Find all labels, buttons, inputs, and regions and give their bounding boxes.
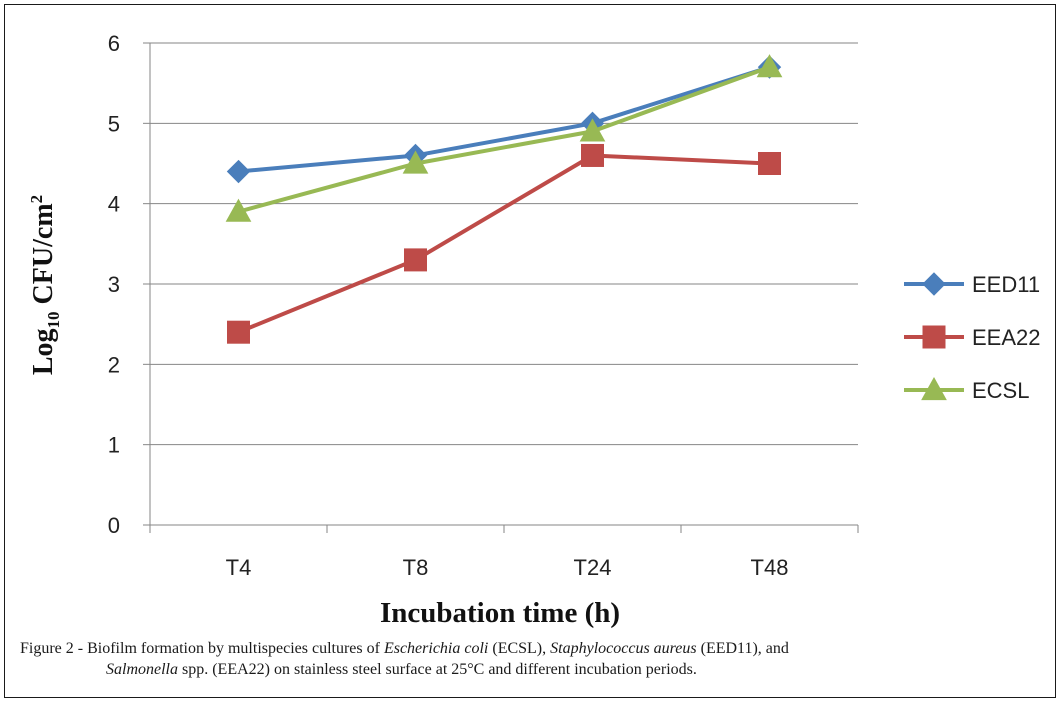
gridlines [150, 42, 858, 446]
data-point [225, 198, 252, 222]
legend-item-eed11: EED11 [904, 272, 1040, 297]
series-eed11 [226, 55, 782, 184]
axes [143, 42, 859, 533]
data-point [581, 143, 604, 167]
legend-label: EED11 [972, 272, 1040, 297]
y-axis-title-subscript: 10 [44, 311, 63, 328]
y-axis-title: Log10 CFU/cm2 [27, 195, 63, 375]
caption-line-2: Salmonella spp. (EEA22) on stainless ste… [106, 661, 697, 678]
y-tick-label: 1 [108, 433, 120, 458]
series-ecsl [225, 54, 783, 222]
series-line [237, 65, 771, 214]
series-line [237, 153, 770, 335]
figure-caption: Figure 2 - Biofilm formation by multispe… [20, 638, 1060, 680]
legend: EED11 EEA22 ECSL [904, 272, 1041, 403]
legend-swatch-marker [922, 272, 946, 296]
x-tick-label: T48 [751, 555, 789, 580]
y-tick-label: 2 [108, 352, 120, 377]
y-tick-label: 0 [108, 513, 120, 538]
y-tick-label: 5 [108, 111, 120, 136]
y-tick-labels: 0 1 2 3 4 5 6 [108, 31, 120, 538]
series-layer [225, 54, 783, 344]
figure-frame [4, 4, 1056, 698]
y-tick-label: 6 [108, 31, 120, 56]
caption-line-1: Figure 2 - Biofilm formation by multispe… [20, 640, 789, 657]
data-point [579, 118, 606, 142]
data-point [758, 152, 781, 175]
data-point [756, 54, 783, 78]
x-tick-label: T24 [574, 555, 612, 580]
legend-swatch-marker [922, 325, 946, 349]
series-line [238, 65, 771, 174]
y-axis-title-superscript: 2 [27, 195, 46, 204]
legend-item-eea22: EEA22 [904, 325, 1041, 350]
line-chart: 0 1 2 3 4 5 6 T4 T8 T24 T48 EED11 EEA22 ECSL Incuba… [27, 31, 1041, 629]
x-axis-title: Incubation time (h) [380, 597, 620, 629]
legend-swatch-marker [921, 376, 947, 401]
x-tick-label: T8 [403, 555, 429, 580]
y-axis-title-log: Log [28, 328, 59, 375]
x-tick-label: T4 [226, 555, 252, 580]
data-point [402, 150, 429, 174]
series-eea22 [227, 143, 781, 344]
y-tick-label: 4 [108, 192, 120, 217]
y-axis-title-unit: CFU/cm [28, 203, 59, 311]
x-tick-labels: T4 T8 T24 T48 [226, 555, 789, 580]
data-point [404, 248, 427, 272]
data-point [227, 320, 250, 344]
data-point [226, 159, 251, 184]
legend-item-ecsl: ECSL [904, 376, 1029, 403]
legend-label: EEA22 [972, 325, 1041, 350]
legend-label: ECSL [972, 378, 1029, 403]
y-tick-label: 3 [108, 272, 120, 297]
